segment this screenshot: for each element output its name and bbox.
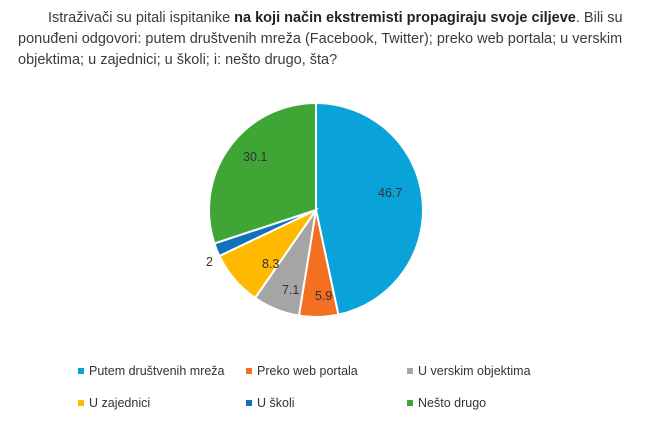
intro-paragraph: Istraživači su pitali ispitanike na koji… [18, 8, 648, 71]
legend-item-6: Nešto drugo [407, 396, 486, 410]
legend-label: Preko web portala [257, 364, 358, 378]
legend-item-3: U verskim objektima [407, 364, 531, 378]
intro-text-end: . Bili su ponuđeni odgovori: putem društ… [18, 10, 623, 68]
legend-label: Putem društvenih mreža [89, 364, 225, 378]
slice-data-label-3: 7.1 [282, 283, 299, 297]
pie-slice-6 [207, 101, 317, 245]
slice-data-label-1: 46.7 [378, 186, 402, 200]
legend-item-4: U zajednici [78, 396, 150, 410]
slice-data-label-6: 30.1 [243, 150, 267, 164]
slice-data-label-5: 2 [206, 255, 213, 269]
legend-swatch [246, 368, 252, 374]
slice-data-label-2: 5.9 [315, 289, 332, 303]
legend-label: U školi [257, 396, 295, 410]
legend-label: U verskim objektima [418, 364, 531, 378]
legend-item-1: Putem društvenih mreža [78, 364, 224, 378]
legend-swatch [78, 368, 84, 374]
legend-swatch [246, 400, 252, 406]
legend-swatch [407, 368, 413, 374]
pie-slice-1 [315, 101, 424, 316]
legend-item-5: U školi [246, 396, 295, 410]
intro-text-bold: na koji način ekstremisti propagiraju sv… [234, 10, 576, 26]
legend-item-2: Preko web portala [246, 364, 358, 378]
legend-swatch [407, 400, 413, 406]
slice-data-label-4: 8.3 [262, 257, 279, 271]
legend-label: Nešto drugo [418, 396, 487, 410]
legend-swatch [78, 400, 84, 406]
legend-label: U zajednici [89, 396, 151, 410]
intro-text-start: Istraživači su pitali ispitanike [48, 10, 235, 26]
